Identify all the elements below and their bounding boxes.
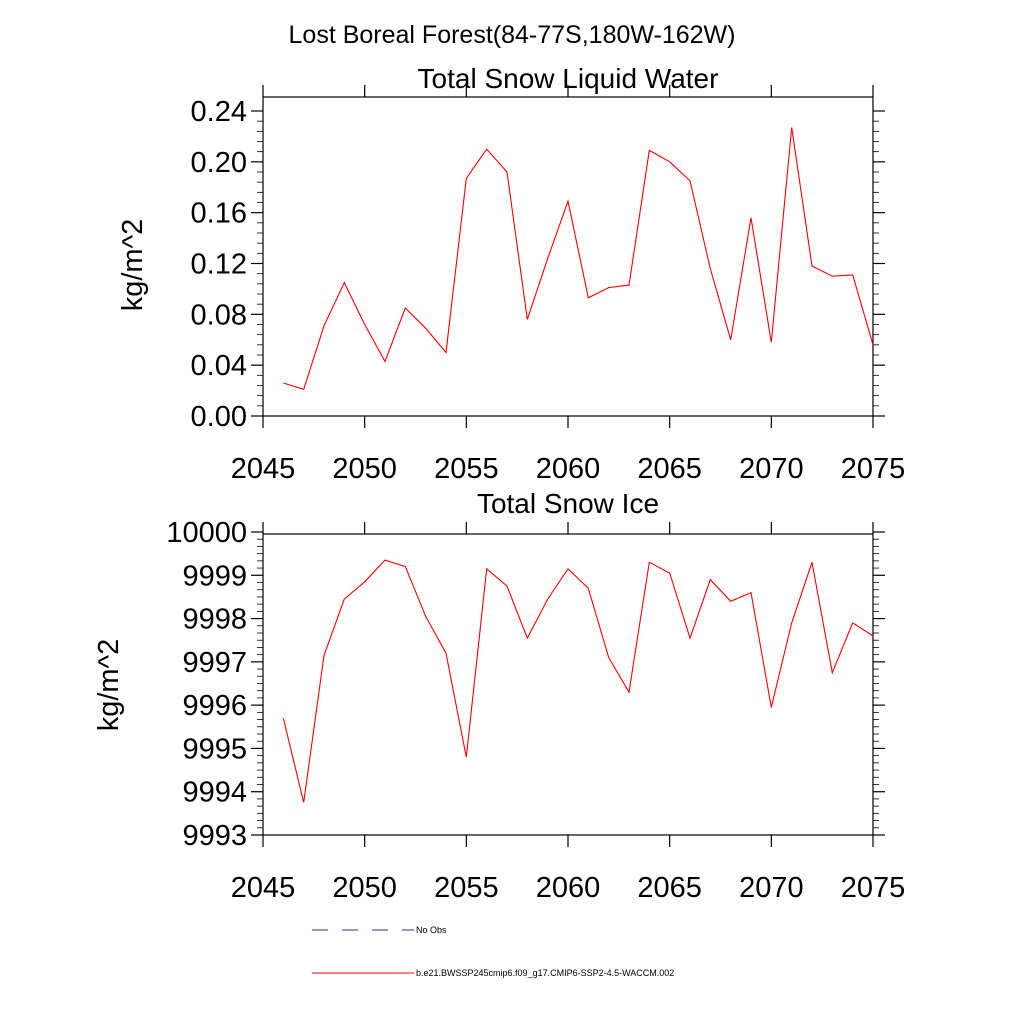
y-tick-label: 0.12	[191, 249, 247, 281]
figure-title: Lost Boreal Forest(84-77S,180W-162W)	[289, 21, 736, 49]
series-line	[282, 559, 874, 803]
chart-total-snow-liquid-water: Total Snow Liquid Water kg/m^2 0.000.040…	[117, 63, 905, 485]
x-tick-label: 2070	[739, 453, 804, 485]
y-tick-label: 9996	[182, 690, 247, 722]
x-tick-label: 2075	[841, 453, 906, 485]
chart-total-snow-ice: Total Snow Ice kg/m^2 999399949995999699…	[93, 488, 905, 904]
y-tick-label: 9995	[182, 733, 247, 765]
plot-frame	[262, 96, 874, 417]
x-tick-label: 2050	[332, 453, 397, 485]
x-tick-label: 2060	[536, 453, 601, 485]
x-tick-label: 2060	[536, 872, 601, 904]
x-tick-label: 2065	[637, 872, 702, 904]
y-tick-label: 9994	[182, 777, 247, 809]
series-group	[282, 559, 874, 803]
series-line	[283, 127, 874, 390]
y-tick-label: 9998	[182, 604, 247, 636]
legend-label-no-obs: No Obs	[416, 925, 447, 935]
legend-label-model-run: b.e21.BWSSP245cmip6.f09_g17.CMIP6-SSP2-4…	[416, 968, 674, 978]
y-tick-label: 0.24	[191, 96, 247, 128]
y-tick-label: 9993	[182, 820, 247, 852]
x-tick-label: 2075	[841, 872, 906, 904]
x-axis: 2045 2050 2055 2060 2065 2070 2075	[231, 85, 906, 485]
chart-title: Total Snow Ice	[477, 488, 659, 519]
x-tick-label: 2045	[231, 872, 296, 904]
y-tick-label: 0.00	[191, 401, 247, 433]
x-tick-label: 2045	[231, 453, 296, 485]
y-tick-label: 0.04	[191, 350, 247, 382]
x-tick-label: 2070	[739, 872, 804, 904]
x-tick-label: 2065	[637, 453, 702, 485]
y-tick-label: 0.08	[191, 299, 247, 331]
legend: No Obs b.e21.BWSSP245cmip6.f09_g17.CMIP6…	[312, 925, 674, 978]
y-axis: 9993 9994 9995 9996 9997 9998 9999 10000	[166, 517, 885, 852]
y-axis-label: kg/m^2	[117, 219, 149, 312]
x-tick-label: 2055	[434, 872, 499, 904]
y-tick-label: 10000	[166, 517, 247, 549]
y-axis-label: kg/m^2	[93, 639, 125, 732]
y-tick-label: 9997	[182, 647, 247, 679]
series-group	[283, 127, 874, 390]
x-tick-label: 2050	[332, 872, 397, 904]
y-tick-label: 0.16	[191, 198, 247, 230]
plot-frame	[262, 533, 874, 836]
y-axis: 0.00 0.04 0.08 0.12 0.16 0.20 0.24	[191, 96, 885, 433]
x-tick-label: 2055	[434, 453, 499, 485]
y-tick-label: 0.20	[191, 147, 247, 179]
y-tick-label: 9999	[182, 560, 247, 592]
x-axis: 2045 2050 2055 2060 2065 2070 2075	[231, 522, 906, 904]
